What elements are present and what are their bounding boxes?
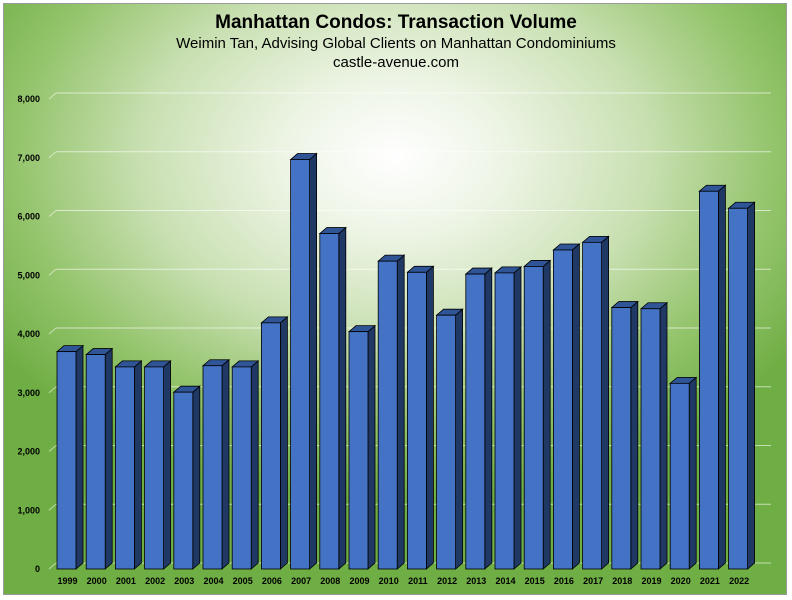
x-tick-label: 2015	[525, 576, 545, 586]
x-tick-label: 2005	[233, 576, 253, 586]
y-axis-ticks: 0 1,000 2,000 3,000 4,000 5,000 6,000 7,000 8,00…	[17, 94, 40, 574]
y-tick-label: 5,000	[17, 270, 40, 280]
x-tick-label: 2008	[320, 576, 340, 586]
y-tick-label: 6,000	[17, 212, 40, 222]
bar	[699, 190, 719, 570]
bar	[202, 365, 223, 570]
y-tick-label: 2,000	[17, 447, 40, 457]
x-tick-label: 2001	[116, 576, 136, 586]
bar-side	[192, 385, 201, 570]
bar	[582, 241, 602, 570]
bar-side	[688, 376, 697, 570]
gridline-depth	[48, 327, 57, 335]
chart-svg: Manhattan Condos: Transaction Volume Wei…	[17, 12, 771, 586]
x-axis-ticks: 1999 2000 2001 2002 2003 2004 2005 2006 2007 2008…	[57, 576, 749, 586]
bar-side	[133, 360, 142, 570]
bar	[494, 272, 515, 570]
x-tick-label: 2012	[437, 576, 457, 586]
bar	[611, 307, 632, 570]
bars	[55, 152, 756, 570]
bar-side	[572, 243, 580, 570]
bar-side	[338, 226, 347, 570]
bar	[144, 366, 165, 570]
y-tick-label: 0	[35, 564, 40, 574]
bar	[728, 207, 748, 570]
x-tick-label: 2009	[349, 576, 369, 586]
bar	[377, 260, 398, 570]
x-tick-label: 2000	[87, 576, 107, 586]
bar	[85, 354, 106, 570]
bar	[523, 266, 544, 570]
gridline-depth	[48, 562, 57, 570]
x-tick-label: 2006	[262, 576, 282, 586]
bar	[465, 273, 486, 570]
bar	[436, 314, 457, 570]
gridline-depth	[48, 386, 57, 394]
bar-side	[542, 259, 551, 570]
x-tick-label: 2011	[408, 576, 428, 586]
bar	[173, 391, 194, 570]
x-tick-label: 2014	[495, 576, 515, 586]
bar-side	[601, 235, 609, 570]
x-tick-label: 2021	[700, 576, 720, 586]
chart-subtitle: Weimin Tan, Advising Global Clients on M…	[176, 35, 616, 52]
gridline-depth	[48, 503, 57, 511]
y-tick-label: 7,000	[17, 153, 40, 163]
bar-side	[718, 184, 726, 570]
bar	[406, 271, 427, 570]
bar-side	[455, 308, 464, 570]
chart-title: Manhattan Condos: Transaction Volume	[215, 12, 577, 33]
bar-side	[250, 360, 259, 570]
bar-side	[513, 266, 522, 570]
chart-source: castle-avenue.com	[333, 54, 459, 71]
gridline-depth	[48, 268, 57, 276]
bar	[640, 308, 661, 570]
bar-side	[367, 324, 376, 570]
bar	[56, 351, 77, 570]
x-tick-label: 2004	[203, 576, 223, 586]
bar-side	[425, 265, 434, 570]
x-tick-label: 2016	[554, 576, 574, 586]
gridline-depth	[48, 445, 57, 452]
bar-side	[396, 254, 405, 570]
bar	[115, 366, 135, 570]
bar-side	[630, 300, 639, 570]
bar-side	[163, 360, 172, 570]
bar-side	[104, 347, 113, 570]
x-tick-label: 2018	[612, 576, 632, 586]
y-tick-label: 4,000	[17, 329, 40, 339]
x-tick-label: 1999	[57, 576, 77, 586]
bar	[260, 322, 281, 570]
y-tick-label: 3,000	[17, 388, 40, 398]
x-tick-label: 2010	[379, 576, 399, 586]
gridline-depth	[48, 210, 57, 217]
y-tick-label: 8,000	[17, 94, 40, 104]
bar	[553, 249, 573, 570]
bar	[231, 366, 252, 570]
bar	[290, 159, 311, 570]
bar-side	[221, 358, 230, 570]
bar	[348, 331, 369, 570]
x-tick-label: 2003	[174, 576, 194, 586]
bar-side	[747, 201, 755, 570]
bar	[319, 233, 340, 570]
x-tick-label: 2007	[291, 576, 311, 586]
bar-side	[659, 301, 668, 570]
x-tick-label: 2020	[671, 576, 691, 586]
gridline-depth	[48, 92, 57, 100]
x-tick-label: 2019	[641, 576, 661, 586]
y-tick-label: 1,000	[17, 505, 40, 515]
bar-side	[484, 267, 493, 570]
bar-side	[309, 152, 318, 570]
x-tick-label: 2002	[145, 576, 165, 586]
bar-side	[279, 315, 288, 570]
x-tick-label: 2022	[729, 576, 749, 586]
bar	[669, 382, 690, 570]
x-tick-label: 2013	[466, 576, 486, 586]
gridline-depth	[48, 151, 57, 159]
chart-area: Manhattan Condos: Transaction Volume Wei…	[3, 3, 787, 595]
x-tick-label: 2017	[583, 576, 603, 586]
bar-side	[75, 344, 84, 570]
